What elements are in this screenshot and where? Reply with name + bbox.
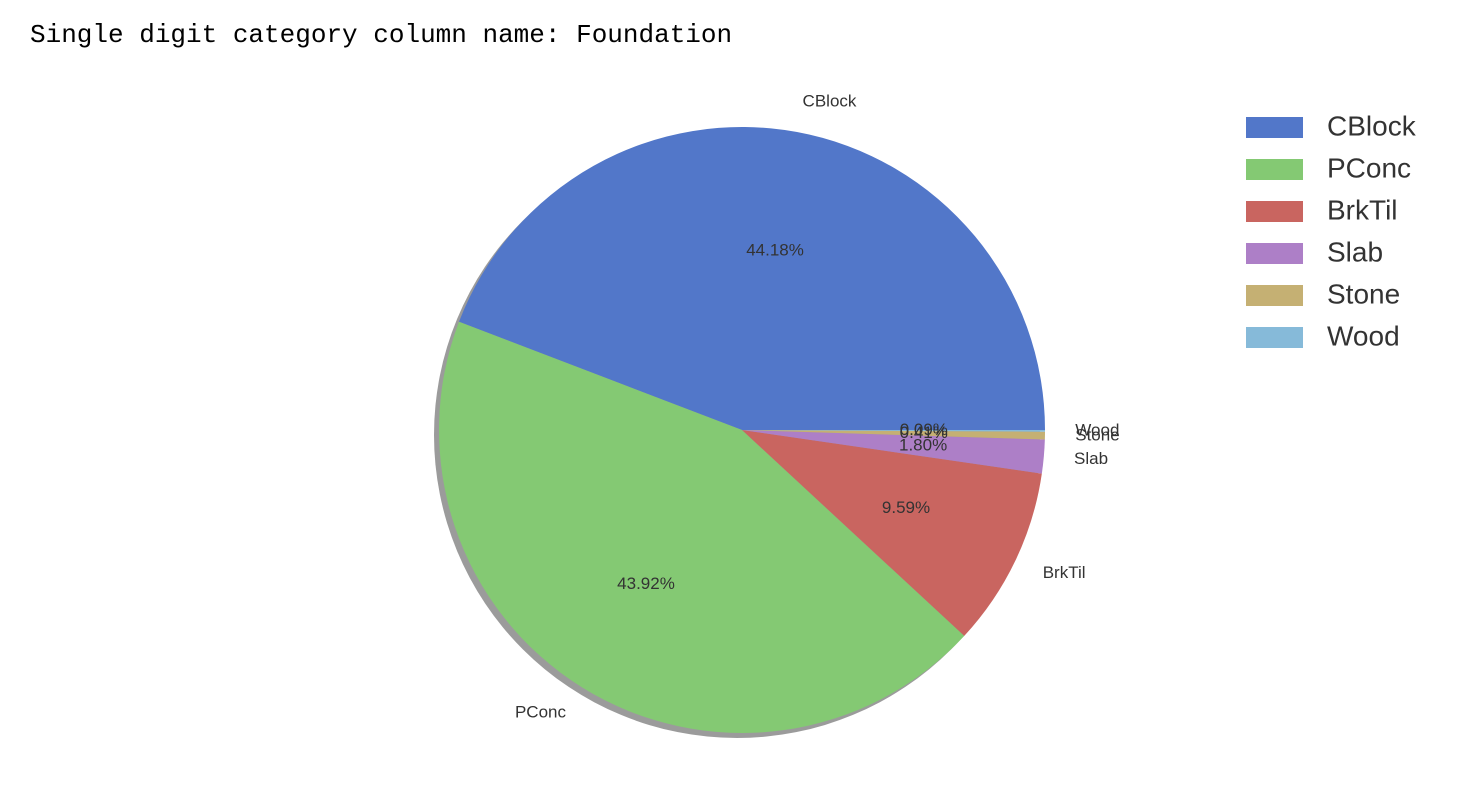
percentage-labels: 44.18% 43.92% 9.59% 1.80%0.41%0.09% [617, 241, 948, 593]
legend: CBlock PConc BrkTil Slab Stone Wood [1246, 110, 1417, 351]
output-text: Single digit category column name: Found… [30, 20, 733, 50]
pie-slice-cblock [459, 126, 1046, 430]
legend-swatch-brktil [1246, 201, 1303, 222]
pct-label-wood: 0.09% [900, 420, 948, 439]
legend-label-cblock: CBlock [1327, 110, 1417, 141]
pie-slice-pconc [438, 321, 965, 734]
legend-swatch-wood [1246, 327, 1303, 348]
slice-label-stone: Stone [1075, 426, 1119, 445]
legend-label-slab: Slab [1327, 236, 1383, 267]
pct-label-brktil: 9.59% [882, 498, 930, 517]
pie-slice-brktil [742, 430, 1042, 636]
pct-label-stone: 0.41% [900, 423, 948, 442]
slice-label-brktil: BrkTil [1043, 563, 1086, 582]
legend-swatch-slab [1246, 243, 1303, 264]
pie-slice-stone [742, 430, 1045, 440]
slice-label-cblock: CBlock [803, 92, 857, 111]
pct-label-pconc: 43.92% [617, 574, 675, 593]
legend-label-stone: Stone [1327, 278, 1400, 309]
legend-label-pconc: PConc [1327, 152, 1411, 183]
slice-label-wood: Wood [1075, 420, 1119, 439]
pie-slices [438, 126, 1046, 734]
pie-slice-slab [742, 430, 1045, 474]
legend-swatch-pconc [1246, 159, 1303, 180]
legend-label-brktil: BrkTil [1327, 194, 1398, 225]
legend-label-wood: Wood [1327, 320, 1400, 351]
pct-label-cblock: 44.18% [746, 241, 804, 260]
legend-swatch-cblock [1246, 117, 1303, 138]
slice-label-pconc: PConc [515, 703, 567, 722]
slice-label-slab: Slab [1074, 449, 1108, 468]
legend-swatch-stone [1246, 285, 1303, 306]
pie-slice-wood [742, 430, 1045, 432]
pct-label-slab: 1.80% [899, 435, 947, 454]
